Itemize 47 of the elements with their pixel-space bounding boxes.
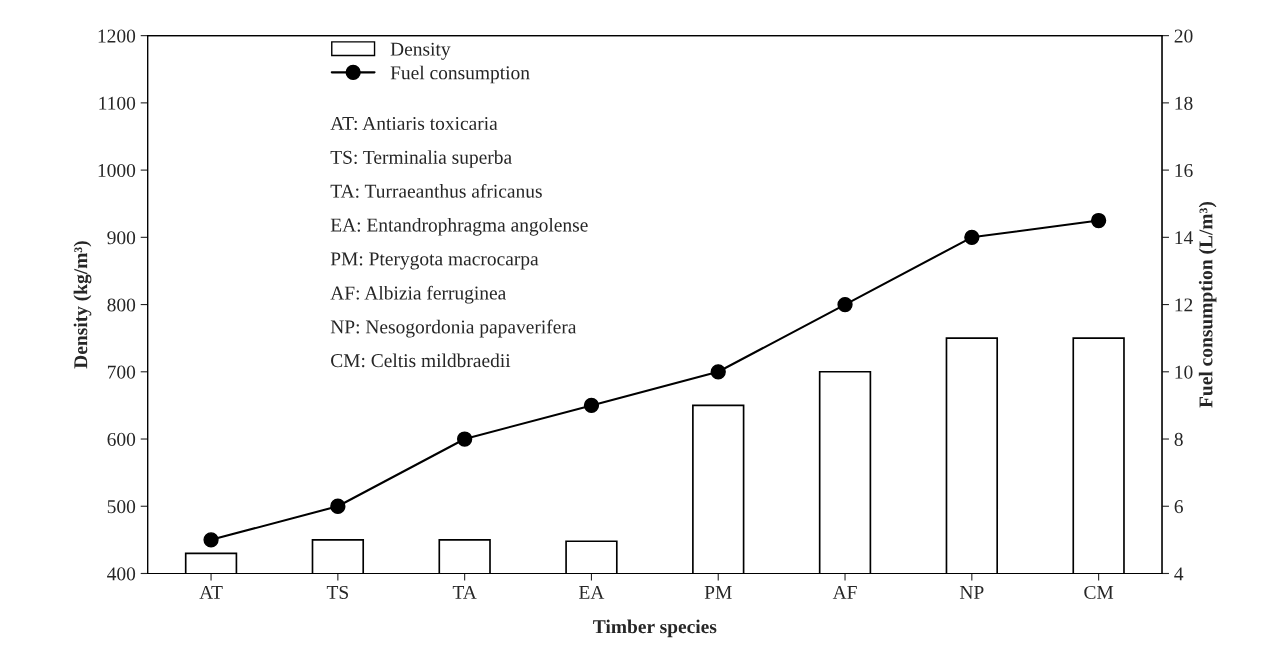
y2-tick-label: 12 xyxy=(1175,298,1193,312)
y-axis-title: Density (kg/m³) xyxy=(73,241,92,369)
annotation: AT: Antiaris toxicaria xyxy=(330,116,498,131)
point xyxy=(964,229,980,245)
x-tick-label: TS xyxy=(326,585,348,599)
y2-tick-label: 8 xyxy=(1174,432,1183,446)
y-tick-label: 500 xyxy=(107,500,136,514)
point xyxy=(837,296,853,313)
y2-tick-label: 18 xyxy=(1175,96,1193,110)
legend-label: Fuel consumption xyxy=(390,65,530,84)
annotation: PM: Pterygota macrocarpa xyxy=(330,252,539,270)
y2-tick-label: 14 xyxy=(1175,231,1193,245)
y-tick-label: 900 xyxy=(107,231,136,245)
point xyxy=(1090,212,1107,229)
y-tick-label: 1200 xyxy=(98,29,136,43)
x-tick-label: TA xyxy=(452,585,477,599)
x-axis-title: Timber species xyxy=(593,619,717,638)
annotation: EA: Entandrophragma angolense xyxy=(330,217,588,236)
point xyxy=(583,397,600,414)
point xyxy=(330,498,346,514)
y-tick-label: 400 xyxy=(107,567,136,581)
legend-label: Density xyxy=(390,42,451,60)
x-tick-label: CM xyxy=(1084,585,1114,599)
y2-tick-label: 6 xyxy=(1174,500,1183,514)
annotation: TA: Turraeanthus africanus xyxy=(330,183,542,198)
y2-tick-label: 10 xyxy=(1175,365,1193,379)
x-tick-label: NP xyxy=(959,586,984,599)
y-tick-label: 1000 xyxy=(98,163,136,178)
y2-tick-label: 4 xyxy=(1174,567,1184,581)
annotation: AF: Albizia ferruginea xyxy=(330,285,507,304)
x-tick-label: AT xyxy=(199,585,223,599)
annotation: TS: Terminalia superba xyxy=(330,150,512,168)
x-tick-label: PM xyxy=(704,586,732,599)
y2-tick-label: 16 xyxy=(1175,163,1193,178)
y-tick-label: 600 xyxy=(107,432,136,446)
y2-axis-title: Fuel consumption (L/m³) xyxy=(1198,202,1217,408)
y-tick-label: 1100 xyxy=(99,96,136,110)
point xyxy=(457,431,473,447)
y-tick-label: 800 xyxy=(107,298,136,312)
y2-tick-label: 20 xyxy=(1174,29,1193,43)
x-tick-label: AF xyxy=(832,585,857,599)
x-tick-label: EA xyxy=(579,585,605,599)
annotation: NP: Nesogordonia papaverifera xyxy=(330,319,577,338)
point xyxy=(710,364,726,380)
annotation: CM: Celtis mildbraedii xyxy=(331,353,511,368)
point xyxy=(203,532,219,548)
y-tick-label: 700 xyxy=(107,365,136,379)
